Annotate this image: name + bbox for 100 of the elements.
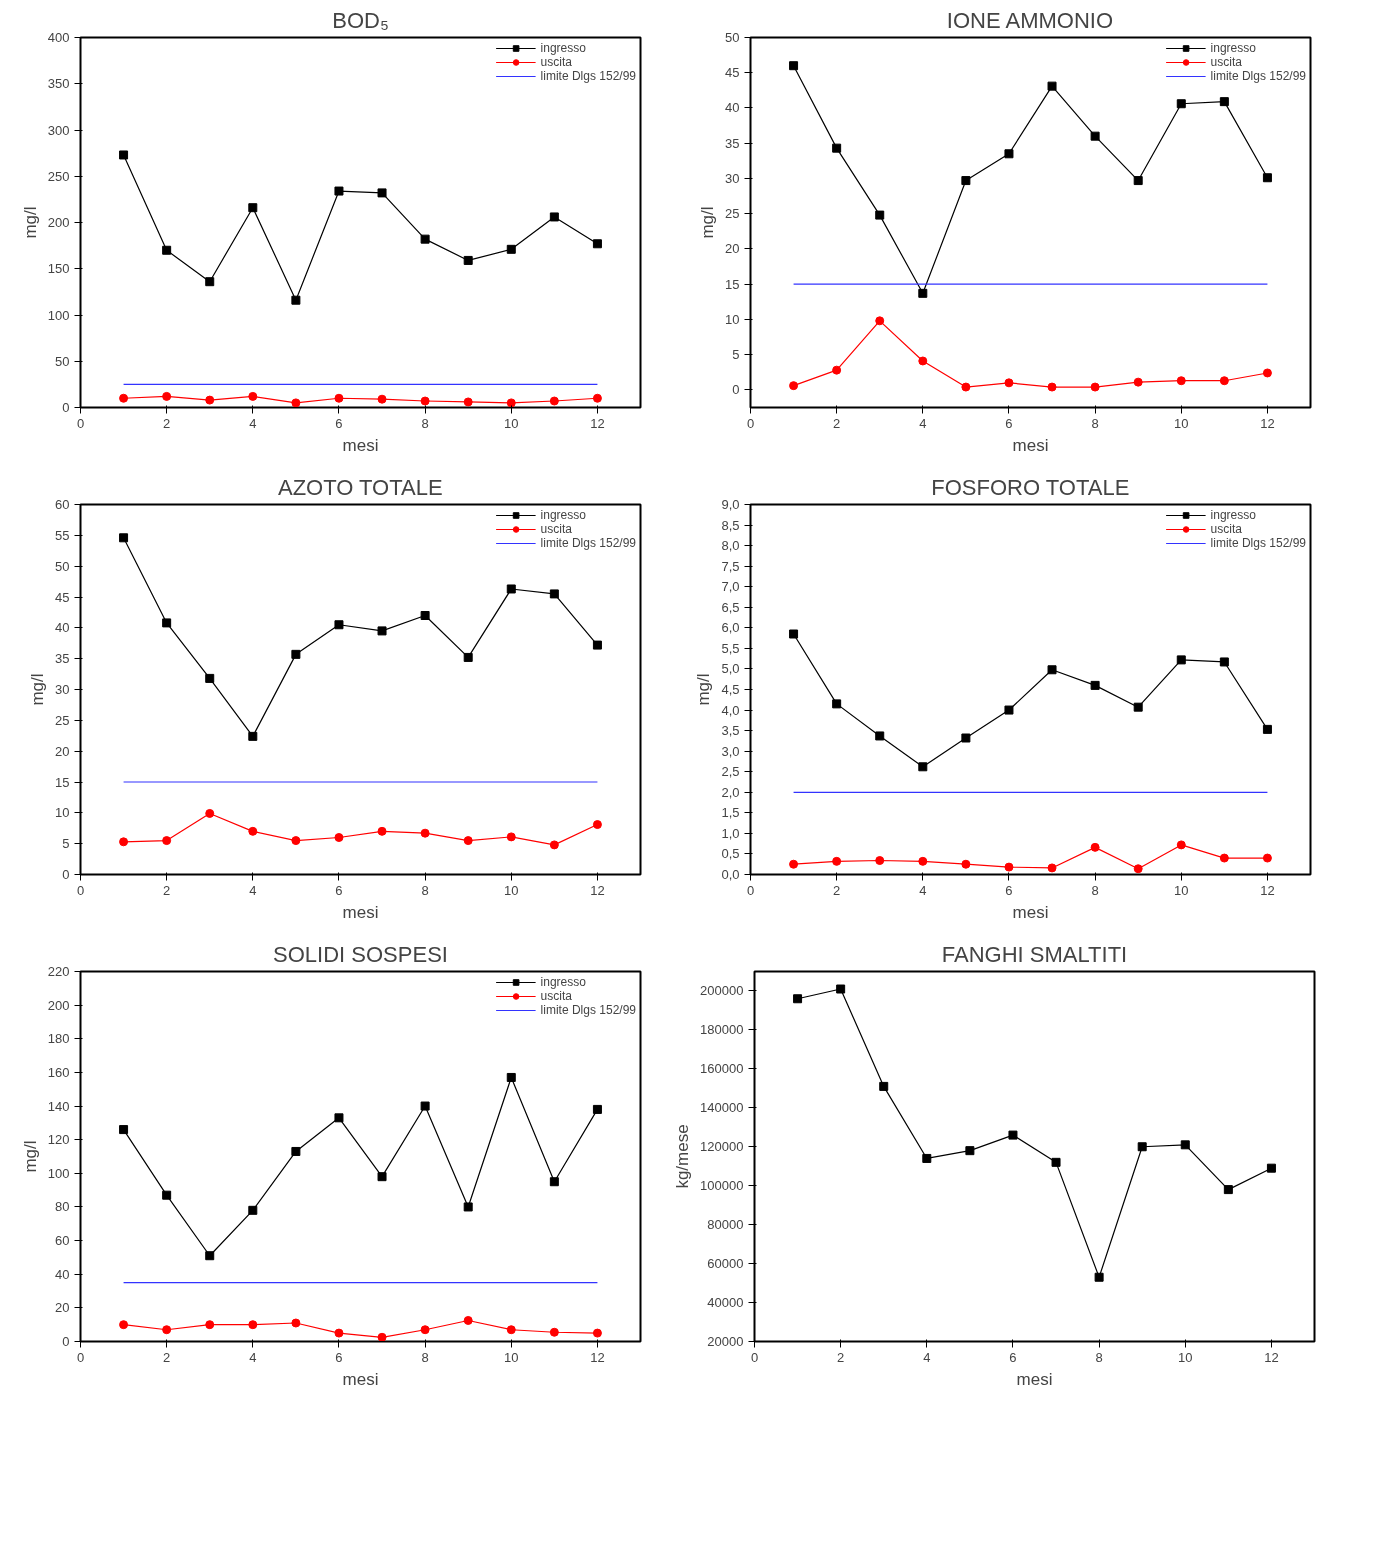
point xyxy=(162,836,172,846)
y-tick-label: 0 xyxy=(62,1334,70,1349)
y-tick-label: 60000 xyxy=(707,1256,744,1272)
point xyxy=(463,836,473,846)
point xyxy=(592,1104,602,1114)
point xyxy=(879,1081,889,1091)
chart-title: AZOTO TOTALE xyxy=(277,474,443,500)
point xyxy=(205,1251,215,1261)
y-tick-label: 0 xyxy=(62,400,70,415)
legend-label: ingresso xyxy=(1210,508,1256,522)
point xyxy=(961,859,971,869)
y-tick-label: 80 xyxy=(55,1199,70,1215)
point xyxy=(1176,655,1186,665)
point xyxy=(248,203,258,213)
point xyxy=(1047,81,1057,91)
x-tick-label: 10 xyxy=(504,1349,519,1365)
legend-label: limite Dlgs 152/99 xyxy=(540,536,636,550)
x-tick-label: 4 xyxy=(923,1349,931,1365)
y-tick-label: 7,5 xyxy=(721,558,740,574)
point xyxy=(1047,382,1057,392)
x-tick-label: 8 xyxy=(1091,882,1099,898)
y-tick-label: 4,0 xyxy=(721,702,740,718)
point xyxy=(592,239,602,249)
point xyxy=(1047,863,1057,873)
y-tick-label: 25 xyxy=(725,206,740,222)
point xyxy=(1094,1272,1104,1282)
y-tick-label: 55 xyxy=(55,527,70,543)
x-tick-label: 0 xyxy=(76,882,85,898)
y-tick-label: 100 xyxy=(47,1165,70,1181)
point xyxy=(922,1153,932,1163)
point xyxy=(377,1172,387,1182)
x-tick-label: 12 xyxy=(590,1349,605,1365)
y-tick-label: 0,0 xyxy=(721,867,740,882)
y-tick-label: 0 xyxy=(62,867,70,882)
point xyxy=(420,1101,430,1111)
point xyxy=(918,762,928,772)
point xyxy=(789,61,799,71)
legend-label: limite Dlgs 152/99 xyxy=(1210,69,1306,83)
point xyxy=(1004,149,1014,159)
y-tick-label: 45 xyxy=(725,65,740,81)
point xyxy=(836,984,846,994)
point xyxy=(1176,840,1186,850)
point xyxy=(1137,1142,1147,1152)
point xyxy=(119,150,129,160)
legend-label: uscita xyxy=(1210,55,1242,69)
point xyxy=(334,620,344,630)
point xyxy=(592,393,602,403)
point xyxy=(119,1320,129,1330)
point xyxy=(1262,724,1272,734)
y-tick-label: 100000 xyxy=(700,1178,744,1194)
point xyxy=(1133,864,1143,874)
point xyxy=(377,1332,387,1342)
point xyxy=(549,396,559,406)
x-tick-label: 6 xyxy=(335,1349,343,1365)
y-tick-label: 180 xyxy=(47,1031,70,1047)
point xyxy=(248,391,258,401)
x-axis-title: mesi xyxy=(1012,435,1049,455)
legend-label: uscita xyxy=(1210,522,1242,536)
chart-title: IONE AMMONIO xyxy=(946,7,1114,33)
legend-label: ingresso xyxy=(540,508,586,522)
point xyxy=(506,584,516,594)
y-tick-label: 50 xyxy=(55,558,70,574)
y-tick-label: 50 xyxy=(55,353,70,369)
y-tick-label: 5,0 xyxy=(721,661,740,677)
y-tick-label: 5 xyxy=(62,836,70,852)
legend-label: uscita xyxy=(540,55,572,69)
x-tick-label: 10 xyxy=(1174,415,1189,431)
point xyxy=(334,1328,344,1338)
y-tick-label: 60 xyxy=(55,1233,70,1249)
point xyxy=(119,533,129,543)
point xyxy=(119,393,129,403)
point xyxy=(162,618,172,628)
point xyxy=(420,1325,430,1335)
point xyxy=(420,234,430,244)
point xyxy=(463,255,473,265)
x-tick-label: 4 xyxy=(249,1349,257,1365)
y-axis-title: mg/l xyxy=(28,673,48,706)
point xyxy=(793,994,803,1004)
point xyxy=(1176,376,1186,386)
y-tick-label: 40 xyxy=(725,100,740,116)
point xyxy=(506,832,516,842)
point xyxy=(1262,853,1272,863)
point xyxy=(377,188,387,198)
y-tick-label: 6,0 xyxy=(721,620,740,636)
point xyxy=(248,1205,258,1215)
y-tick-label: 1,0 xyxy=(721,825,740,841)
point xyxy=(592,1328,602,1338)
x-tick-label: 10 xyxy=(1178,1349,1193,1365)
x-tick-label: 2 xyxy=(163,1349,171,1365)
point xyxy=(1004,862,1014,872)
point xyxy=(506,398,516,408)
x-tick-label: 6 xyxy=(335,415,343,431)
point xyxy=(549,212,559,222)
point xyxy=(1090,842,1100,852)
y-tick-label: 20 xyxy=(55,743,70,759)
point xyxy=(1004,705,1014,715)
y-tick-label: 0 xyxy=(732,382,740,398)
legend-label: uscita xyxy=(540,522,572,536)
point xyxy=(1176,99,1186,109)
y-tick-label: 140 xyxy=(47,1098,70,1114)
